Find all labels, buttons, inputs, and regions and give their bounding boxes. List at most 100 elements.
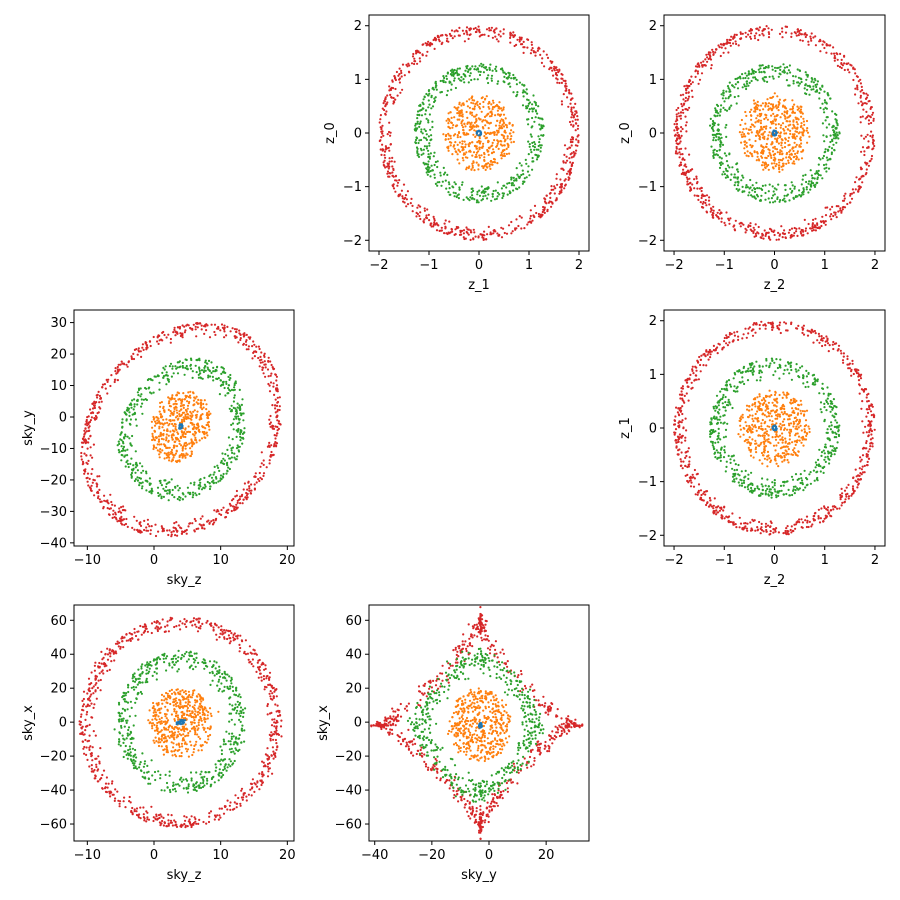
data-point <box>208 521 211 525</box>
data-point <box>113 504 116 507</box>
data-point <box>204 485 207 488</box>
data-point <box>163 368 166 371</box>
data-point <box>500 125 503 128</box>
data-point <box>454 125 458 128</box>
data-point <box>787 136 791 139</box>
data-point <box>251 357 254 360</box>
data-point <box>170 448 174 451</box>
data-point <box>121 523 124 526</box>
data-point <box>486 166 489 169</box>
data-point <box>838 131 841 134</box>
data-point <box>178 366 181 369</box>
data-point <box>794 145 797 148</box>
data-point <box>539 146 542 149</box>
data-point <box>133 405 136 408</box>
data-point <box>447 145 450 148</box>
data-point <box>560 185 564 188</box>
data-point <box>461 113 464 116</box>
data-point <box>222 476 225 479</box>
data-point <box>863 150 866 153</box>
data-point <box>426 173 429 176</box>
data-point <box>424 109 428 112</box>
data-point <box>102 507 105 510</box>
data-point <box>471 154 474 157</box>
data-point <box>187 391 190 394</box>
data-point <box>416 150 419 153</box>
data-point <box>220 366 223 369</box>
data-point <box>870 121 873 125</box>
data-point <box>508 152 511 155</box>
data-point <box>489 121 492 124</box>
data-point <box>487 102 490 105</box>
data-point <box>709 55 712 58</box>
data-point <box>242 437 245 440</box>
data-point <box>781 112 784 115</box>
data-point <box>202 370 205 374</box>
data-point <box>749 178 752 182</box>
data-point <box>426 165 430 168</box>
data-point <box>490 26 493 29</box>
data-point <box>758 26 762 29</box>
data-point <box>859 96 862 99</box>
data-point <box>179 405 182 408</box>
data-point <box>716 114 719 117</box>
data-point <box>785 194 788 197</box>
data-point <box>473 121 476 124</box>
data-point <box>192 399 196 402</box>
data-point <box>773 159 776 162</box>
data-point <box>712 53 715 56</box>
data-point <box>674 126 678 129</box>
data-point <box>403 197 406 200</box>
data-point <box>418 51 422 54</box>
data-point <box>429 152 432 155</box>
data-point <box>465 26 469 29</box>
data-point <box>500 151 503 154</box>
data-point <box>537 47 540 50</box>
data-point <box>242 419 245 422</box>
data-point <box>825 163 828 166</box>
data-point <box>811 222 815 225</box>
data-point <box>408 64 411 67</box>
data-point <box>688 84 691 88</box>
data-point <box>518 186 521 189</box>
data-point <box>530 49 533 52</box>
data-point <box>239 407 242 410</box>
data-point <box>148 340 152 343</box>
data-point <box>536 49 540 52</box>
data-point <box>187 430 190 433</box>
data-point <box>507 71 510 74</box>
data-point <box>556 78 559 81</box>
data-point <box>115 372 118 375</box>
data-point <box>226 464 229 467</box>
data-point <box>675 150 678 153</box>
data-point <box>515 177 518 180</box>
data-point <box>565 87 568 90</box>
data-point <box>136 403 139 406</box>
data-point <box>219 379 222 382</box>
data-point <box>796 68 799 71</box>
data-point <box>471 164 474 167</box>
data-point <box>854 93 857 96</box>
data-point <box>229 504 232 507</box>
data-point <box>717 216 720 219</box>
data-point <box>495 69 498 73</box>
data-point <box>123 523 126 527</box>
data-point <box>474 135 477 138</box>
data-point <box>253 355 256 358</box>
data-point <box>185 528 188 532</box>
data-point <box>795 155 798 158</box>
data-point <box>271 426 274 429</box>
data-point <box>166 529 169 532</box>
data-point <box>120 511 123 514</box>
data-point <box>431 105 435 108</box>
data-point <box>189 522 192 525</box>
data-point <box>508 74 511 77</box>
data-point <box>725 109 729 112</box>
data-point <box>750 72 753 76</box>
data-point <box>745 114 748 117</box>
data-point <box>163 429 166 432</box>
data-point <box>485 136 488 139</box>
data-point <box>184 358 187 361</box>
data-point <box>414 49 418 53</box>
data-point <box>856 88 859 91</box>
